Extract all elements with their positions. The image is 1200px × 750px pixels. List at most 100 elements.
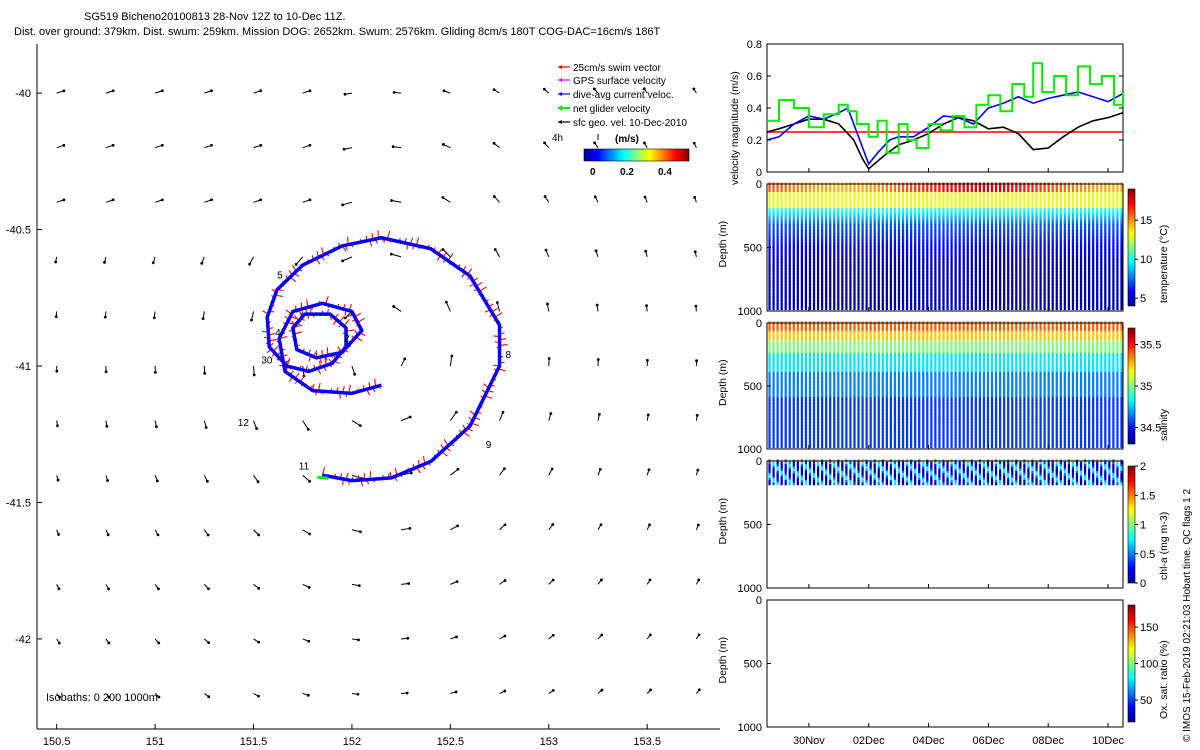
section-cell	[808, 204, 812, 209]
section-cell	[877, 204, 880, 209]
section-cell	[825, 230, 828, 234]
section-cell	[994, 293, 998, 298]
section-cell	[999, 207, 1002, 212]
section-cell	[821, 384, 824, 389]
section-cell	[942, 303, 945, 307]
section-cell	[922, 192, 925, 196]
section-cell	[853, 211, 856, 215]
section-cell	[970, 185, 973, 190]
section-cell	[962, 249, 965, 253]
section-cell	[905, 211, 909, 215]
section-cell	[829, 236, 832, 241]
section-cell	[877, 242, 880, 247]
section-cell	[889, 299, 893, 304]
section-cell	[1051, 242, 1054, 247]
section-cell	[1092, 287, 1095, 292]
section-cell	[1075, 258, 1079, 263]
section-cell	[788, 416, 791, 420]
section-cell	[1092, 217, 1095, 222]
section-cell	[922, 296, 925, 301]
section-cell	[784, 284, 787, 288]
section-cell	[1116, 306, 1119, 311]
section-cell	[1043, 293, 1046, 298]
section-cell	[994, 246, 998, 250]
sfc-geo-arrowhead	[695, 413, 699, 417]
section-cell	[1043, 284, 1046, 288]
section-cell	[1063, 192, 1066, 196]
section-cell	[768, 220, 771, 225]
section-cell	[829, 299, 832, 304]
section-cell	[958, 185, 961, 190]
section-cell	[837, 359, 840, 364]
section-cell	[922, 226, 925, 231]
section-cell	[910, 296, 913, 301]
section-cell	[1039, 258, 1042, 263]
section-cell	[792, 444, 795, 449]
section-cell	[1063, 284, 1066, 288]
section-cell	[1019, 271, 1022, 276]
section-cell	[849, 223, 852, 228]
section-cell	[1047, 214, 1050, 219]
section-cell	[1063, 296, 1066, 301]
section-cell	[999, 185, 1002, 190]
section-cell	[1100, 265, 1103, 269]
section-cell	[1100, 255, 1103, 260]
sfc-geo-arrowhead	[54, 315, 58, 319]
section-cell	[950, 239, 953, 244]
section-cell	[1039, 284, 1042, 288]
section-cell	[772, 290, 775, 295]
section-cell	[833, 293, 836, 298]
section-cell	[1088, 211, 1091, 215]
section-cell	[804, 419, 808, 423]
section-cell	[837, 233, 840, 238]
section-cell	[829, 220, 832, 225]
section-cell	[982, 201, 986, 206]
sfc-geo-arrowhead	[107, 587, 111, 591]
section-cell	[1120, 252, 1123, 257]
section-cell	[849, 236, 852, 241]
section-cell	[1059, 242, 1062, 247]
section-cell	[1047, 185, 1050, 190]
section-cell	[950, 217, 953, 222]
section-cell	[857, 287, 860, 292]
section-cell	[970, 192, 973, 196]
sfc-geo-arrowhead	[57, 533, 60, 536]
section-cell	[772, 406, 775, 411]
section-cell	[1108, 252, 1111, 257]
section-cell	[833, 375, 836, 379]
section-cell	[853, 246, 856, 250]
section-cell	[776, 214, 779, 219]
map-colorbar	[583, 148, 690, 162]
section-cell	[905, 204, 909, 209]
section-cell	[784, 299, 787, 304]
section-cell	[796, 353, 799, 357]
section-cell	[780, 274, 783, 279]
section-cell	[1075, 239, 1079, 244]
section-cell	[1116, 220, 1119, 225]
section-cell	[1035, 290, 1038, 295]
section-cell	[1096, 214, 1099, 219]
section-cell	[1055, 223, 1058, 228]
section-cell	[1120, 299, 1123, 304]
section-cell	[816, 287, 820, 292]
sfc-geo-arrowhead	[203, 371, 207, 375]
section-cell	[885, 220, 888, 225]
section-cell	[901, 239, 905, 244]
section-cell	[1003, 271, 1006, 276]
section-cell	[768, 306, 771, 311]
section-cell	[1112, 214, 1115, 219]
section-cell	[857, 188, 860, 193]
section-cell	[982, 207, 986, 212]
section-cell	[1051, 287, 1054, 292]
section-cell	[950, 214, 953, 219]
section-cell	[962, 226, 965, 231]
section-cell	[804, 337, 808, 342]
section-cell	[792, 327, 795, 332]
section-cell	[821, 201, 824, 206]
section-cell	[1063, 214, 1066, 219]
section-cell	[1047, 201, 1050, 206]
section-cell	[800, 239, 804, 244]
section-cell	[1071, 185, 1075, 190]
section-cell	[1071, 198, 1075, 203]
section-cell	[1096, 246, 1099, 250]
